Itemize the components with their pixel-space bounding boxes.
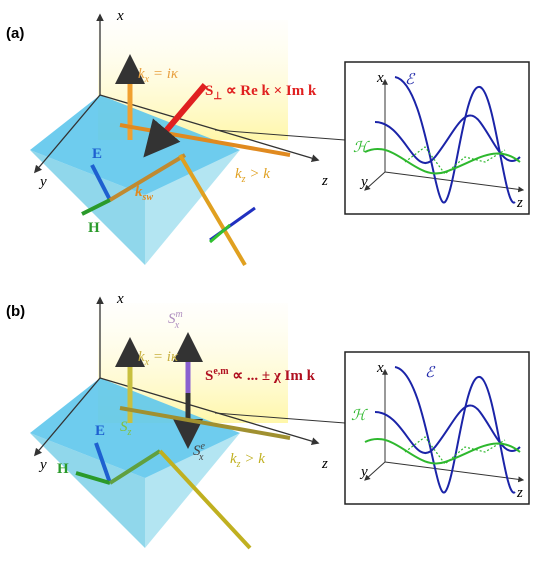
arrow (75, 471, 111, 485)
inset: x y z ℰ ℋ (345, 352, 529, 504)
axis-label: z (321, 173, 328, 189)
label: ℰ (425, 365, 436, 381)
annotation: kx = iκ (138, 66, 179, 85)
wave (345, 62, 529, 214)
annotation: Se,m ∝ ... ± χ Im k (205, 366, 316, 384)
axis-label: z (516, 195, 523, 211)
annotation: kx = iκ (138, 349, 179, 368)
label: ℋ (353, 140, 370, 156)
annotation: kz > k (235, 166, 270, 185)
axis-label: z (321, 456, 328, 472)
arrow (108, 153, 187, 202)
axis-label: y (38, 457, 47, 473)
wave (345, 352, 529, 504)
axis-label: x (376, 70, 384, 86)
label: E (92, 146, 102, 162)
arrow (158, 449, 252, 550)
scene (30, 15, 345, 265)
annotation: ksw (135, 184, 153, 203)
arrow (143, 83, 208, 158)
arrow (178, 153, 247, 267)
arrow (119, 406, 291, 440)
panel-label: (b) (6, 303, 25, 320)
annotation: Sm x (168, 309, 183, 331)
annotation: S⊥ ∝ Re k × Im k (205, 83, 317, 102)
annotation: Sz (120, 419, 132, 438)
panel-b: (b) x y z kx = iκ Sm x Se,m ∝ ... ± χ Im … (6, 291, 529, 550)
label: H (57, 461, 69, 477)
axis-label: z (516, 485, 523, 501)
axis-label: y (359, 174, 368, 190)
panel-a: (a) x y z kx = iκ S⊥ ∝ Re k × Im k E H k… (6, 8, 529, 267)
axis-label: x (116, 291, 124, 307)
panel-label: (a) (6, 25, 24, 42)
axis-label: x (116, 8, 124, 24)
label: ℰ (405, 72, 416, 88)
arrow (209, 223, 231, 244)
annotation: kz > k (230, 451, 265, 470)
label: H (88, 220, 100, 236)
label: ℋ (351, 408, 368, 424)
axis-label: x (376, 360, 384, 376)
axis-label: y (359, 464, 368, 480)
arrow (81, 198, 111, 216)
inset: x y z ℰ ℋ (345, 62, 529, 214)
label: E (95, 423, 105, 439)
arrow (108, 449, 162, 485)
arrow (90, 164, 112, 201)
arrow (94, 442, 112, 484)
axis-label: y (38, 174, 47, 190)
annotation: Se x (193, 441, 206, 463)
